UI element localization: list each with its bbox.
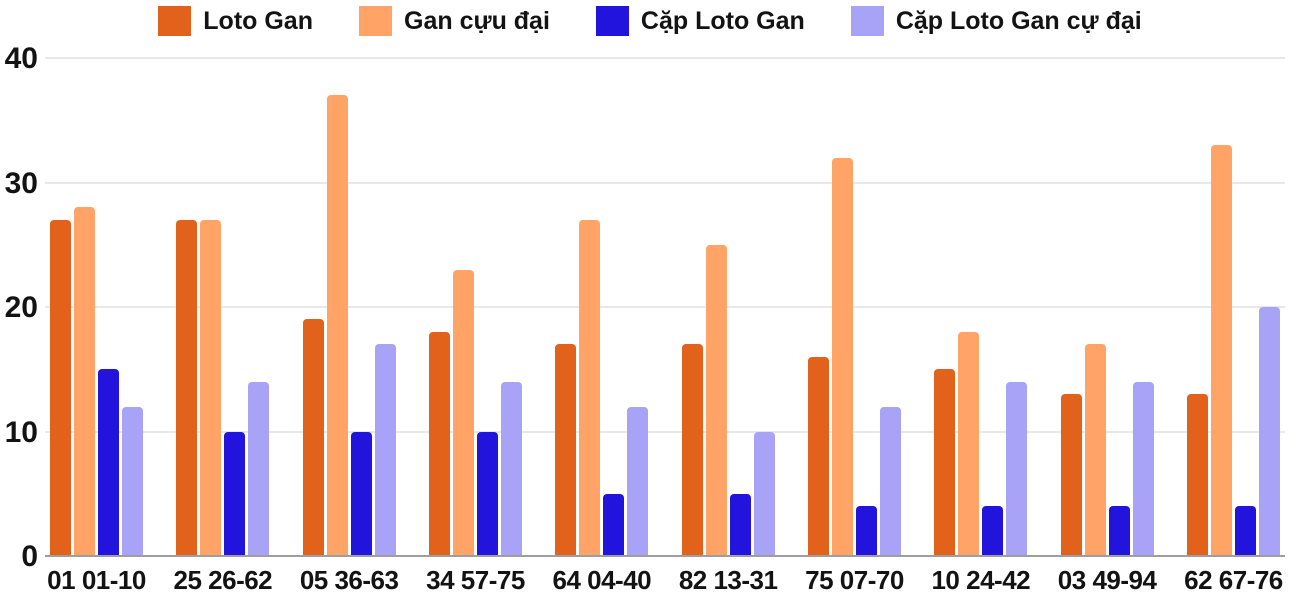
bar[interactable] — [879, 406, 901, 556]
x-axis-category-label: 03 49-94 — [1057, 565, 1157, 595]
bar[interactable] — [452, 269, 474, 556]
bar[interactable] — [1108, 506, 1130, 556]
y-axis-tick-label: 0 — [21, 540, 38, 573]
bar[interactable] — [1234, 506, 1256, 556]
plot-area: 0 10 20 30 40 01 01-10 25 26-62 05 36-63 34 57-7… — [5, 44, 1285, 595]
legend-label: Cặp Loto Gan cự đại — [895, 6, 1142, 35]
gridline — [45, 306, 1285, 308]
bar[interactable] — [855, 506, 877, 556]
bar[interactable] — [1084, 344, 1106, 556]
bar[interactable] — [934, 369, 956, 556]
legend-item: Loto Gan — [158, 6, 313, 36]
gridline — [45, 181, 1285, 184]
bar-group: 25 26-62 — [174, 58, 273, 595]
legend-swatch-icon — [850, 6, 884, 36]
bar-group: 03 49-94 — [1058, 58, 1157, 595]
bar[interactable] — [831, 157, 853, 556]
bar[interactable] — [200, 219, 222, 556]
bar[interactable] — [627, 406, 649, 556]
bar-group: 75 07-70 — [805, 58, 904, 595]
bar[interactable] — [1132, 381, 1154, 556]
bar[interactable] — [176, 219, 198, 556]
x-axis-category-label: 62 67-76 — [1184, 565, 1283, 595]
bar-group: 82 13-31 — [679, 58, 778, 595]
bar[interactable] — [705, 244, 727, 556]
bar-group: 10 24-42 — [931, 58, 1031, 595]
bar-group: 62 67-76 — [1184, 58, 1283, 595]
bar-group: 01 01-10 — [47, 58, 146, 595]
bar[interactable] — [555, 344, 577, 556]
legend-item: Gan cựu đại — [359, 6, 550, 36]
x-axis-category-label: 25 26-62 — [173, 565, 273, 595]
bar[interactable] — [1186, 394, 1208, 556]
x-axis-category-label: 01 01-10 — [47, 565, 146, 595]
bar[interactable] — [74, 207, 95, 556]
bar[interactable] — [122, 406, 143, 556]
bar[interactable] — [729, 493, 751, 556]
bar[interactable] — [374, 344, 396, 556]
x-axis-category-label: 75 07-70 — [805, 565, 904, 595]
bar[interactable] — [302, 319, 324, 556]
bar[interactable] — [1006, 381, 1028, 556]
legend-label: Loto Gan — [203, 6, 313, 35]
bar[interactable] — [224, 431, 246, 556]
bar[interactable] — [326, 95, 348, 556]
y-axis-tick-label: 30 — [4, 166, 38, 200]
bar[interactable] — [248, 381, 270, 556]
bar[interactable] — [500, 381, 522, 556]
bar[interactable] — [753, 431, 775, 556]
bar-group: 64 04-40 — [552, 58, 652, 595]
bar[interactable] — [428, 331, 450, 556]
bar[interactable] — [1210, 145, 1232, 556]
bar[interactable] — [681, 344, 703, 556]
x-axis-category-label: 82 13-31 — [678, 565, 778, 595]
bar[interactable] — [807, 356, 829, 556]
legend-swatch-icon — [595, 6, 629, 36]
bar[interactable] — [603, 493, 625, 556]
bar[interactable] — [1060, 394, 1082, 556]
legend-swatch-icon — [359, 6, 392, 36]
legend-label: Gan cựu đại — [404, 6, 550, 35]
bar[interactable] — [1258, 307, 1280, 556]
bar[interactable] — [50, 219, 71, 556]
legend-item: Cặp Loto Gan — [595, 6, 805, 36]
x-axis-category-label: 10 24-42 — [931, 565, 1031, 595]
legend-swatch-icon — [158, 6, 192, 36]
bar-groups: 01 01-10 25 26-62 05 36-63 34 57-75 64 04-40… — [45, 58, 1285, 595]
bar[interactable] — [350, 431, 372, 556]
x-axis-category-label: 05 36-63 — [299, 565, 399, 595]
gridline — [45, 430, 1285, 433]
bar[interactable] — [958, 331, 980, 556]
bar[interactable] — [579, 219, 601, 556]
legend-item: Cặp Loto Gan cự đại — [850, 6, 1142, 36]
legend-label: Cặp Loto Gan — [640, 6, 805, 35]
x-axis-category-label: 64 04-40 — [552, 565, 652, 595]
bar-group: 05 36-63 — [300, 58, 399, 595]
bar-group: 34 57-75 — [426, 58, 525, 595]
gridline — [45, 57, 1285, 59]
y-axis-tick-label: 10 — [4, 415, 38, 449]
bar[interactable] — [476, 431, 498, 556]
y-axis-tick-label: 40 — [4, 42, 38, 75]
y-axis-tick-label: 20 — [4, 291, 38, 324]
bar[interactable] — [982, 506, 1004, 556]
x-axis-category-label: 34 57-75 — [426, 565, 525, 595]
bar[interactable] — [98, 369, 119, 556]
x-axis-line — [45, 555, 1285, 557]
chart-legend: Loto Gan Gan cựu đại Cặp Loto Gan Cặp Loto … — [0, 6, 1300, 36]
